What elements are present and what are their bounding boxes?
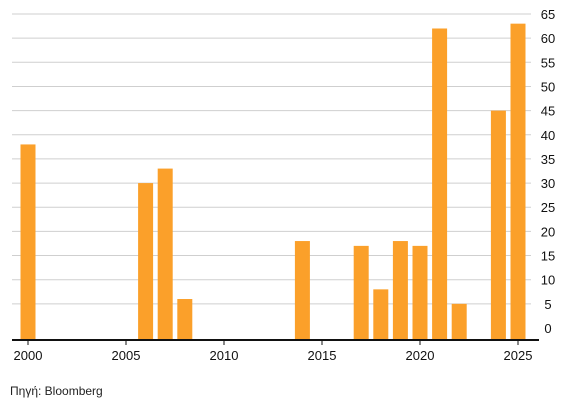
y-tick-label: 40 (541, 128, 555, 143)
y-axis: 0 5 10 15 20 25 30 35 40 45 50 55 60 65 (541, 7, 555, 336)
x-axis-labels: 2000 2005 2010 2015 2020 2025 (14, 348, 533, 363)
y-tick-label: 20 (541, 224, 555, 239)
y-tick-label: 45 (541, 104, 555, 119)
x-tick-label: 2015 (308, 348, 337, 363)
y-tick-label: 30 (541, 176, 555, 191)
bar-2017 (353, 245, 369, 340)
grid-lines (12, 13, 531, 305)
bar-2022 (451, 303, 467, 340)
y-tick-label: 0 (544, 321, 551, 336)
bar-2006 (138, 183, 154, 340)
y-tick-label: 15 (541, 249, 555, 264)
bars (20, 23, 526, 341)
bar-2024 (490, 110, 506, 340)
x-tick-label: 2005 (112, 348, 141, 363)
x-tick-label: 2020 (406, 348, 435, 363)
y-tick-label: 5 (544, 297, 551, 312)
bar-2014 (294, 241, 310, 340)
y-tick-label: 50 (541, 79, 555, 94)
bar-2019 (392, 241, 408, 340)
x-tick-label: 2010 (210, 348, 239, 363)
y-tick-label: 35 (541, 152, 555, 167)
x-tick-label: 2025 (504, 348, 533, 363)
y-tick-label: 60 (541, 31, 555, 46)
bar-2000 (20, 144, 36, 340)
bar-2020 (412, 245, 428, 340)
source-note: Πηγή: Bloomberg (10, 384, 103, 398)
bar-2007 (157, 168, 173, 340)
y-tick-label: 55 (541, 55, 555, 70)
x-axis (12, 339, 539, 345)
y-tick-label: 65 (541, 7, 555, 22)
y-tick-label: 10 (541, 273, 555, 288)
bar-2021 (432, 28, 448, 340)
x-tick-label: 2000 (14, 348, 43, 363)
bar-2025 (510, 23, 526, 341)
bar-2008 (177, 299, 193, 340)
y-tick-label: 25 (541, 200, 555, 215)
bar-2018 (373, 289, 389, 340)
